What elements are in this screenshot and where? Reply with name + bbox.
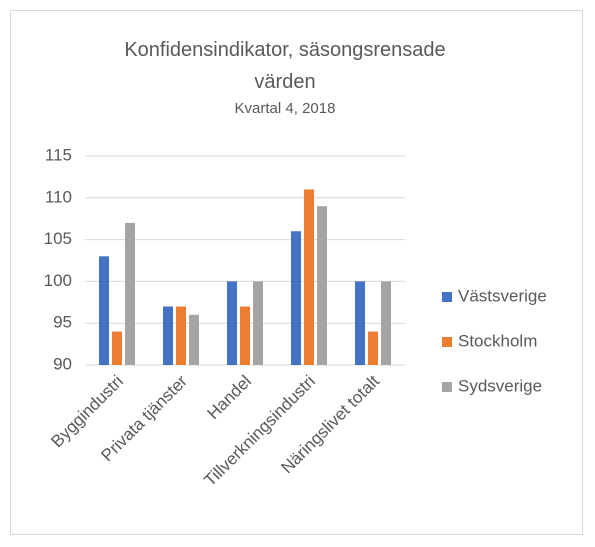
bar — [99, 256, 109, 365]
legend-label: Västsverige — [458, 286, 547, 305]
legend-swatch — [442, 382, 452, 392]
y-tick-label: 100 — [44, 271, 72, 290]
y-tick-label: 90 — [53, 354, 72, 373]
bar — [227, 281, 237, 365]
y-tick-label: 115 — [45, 145, 72, 164]
bar — [176, 306, 186, 365]
bar — [304, 189, 314, 365]
x-tick-label: Handel — [203, 372, 255, 424]
legend-label: Stockholm — [458, 331, 537, 350]
chart-frame — [10, 10, 583, 535]
bar — [368, 331, 378, 365]
y-tick-label: 110 — [45, 187, 72, 206]
x-tick-label: Tillverkningsindustri — [200, 372, 319, 491]
bar — [355, 281, 365, 365]
bar — [163, 306, 173, 365]
chart-subtitle: Kvartal 4, 2018 — [234, 100, 336, 117]
y-tick-label: 95 — [53, 313, 72, 332]
legend-swatch — [442, 337, 452, 347]
bar — [112, 331, 122, 365]
bar — [291, 231, 301, 365]
bar — [381, 281, 391, 365]
bar — [125, 222, 135, 365]
chart-title: Konfidensindikator, säsongsrensade värde… — [124, 39, 446, 93]
bar — [253, 281, 263, 365]
bar — [189, 314, 199, 365]
y-tick-label: 105 — [44, 229, 72, 248]
legend-label: Sydsverige — [458, 376, 542, 395]
bar — [240, 306, 250, 365]
legend-swatch — [442, 292, 452, 302]
bar — [317, 206, 327, 365]
